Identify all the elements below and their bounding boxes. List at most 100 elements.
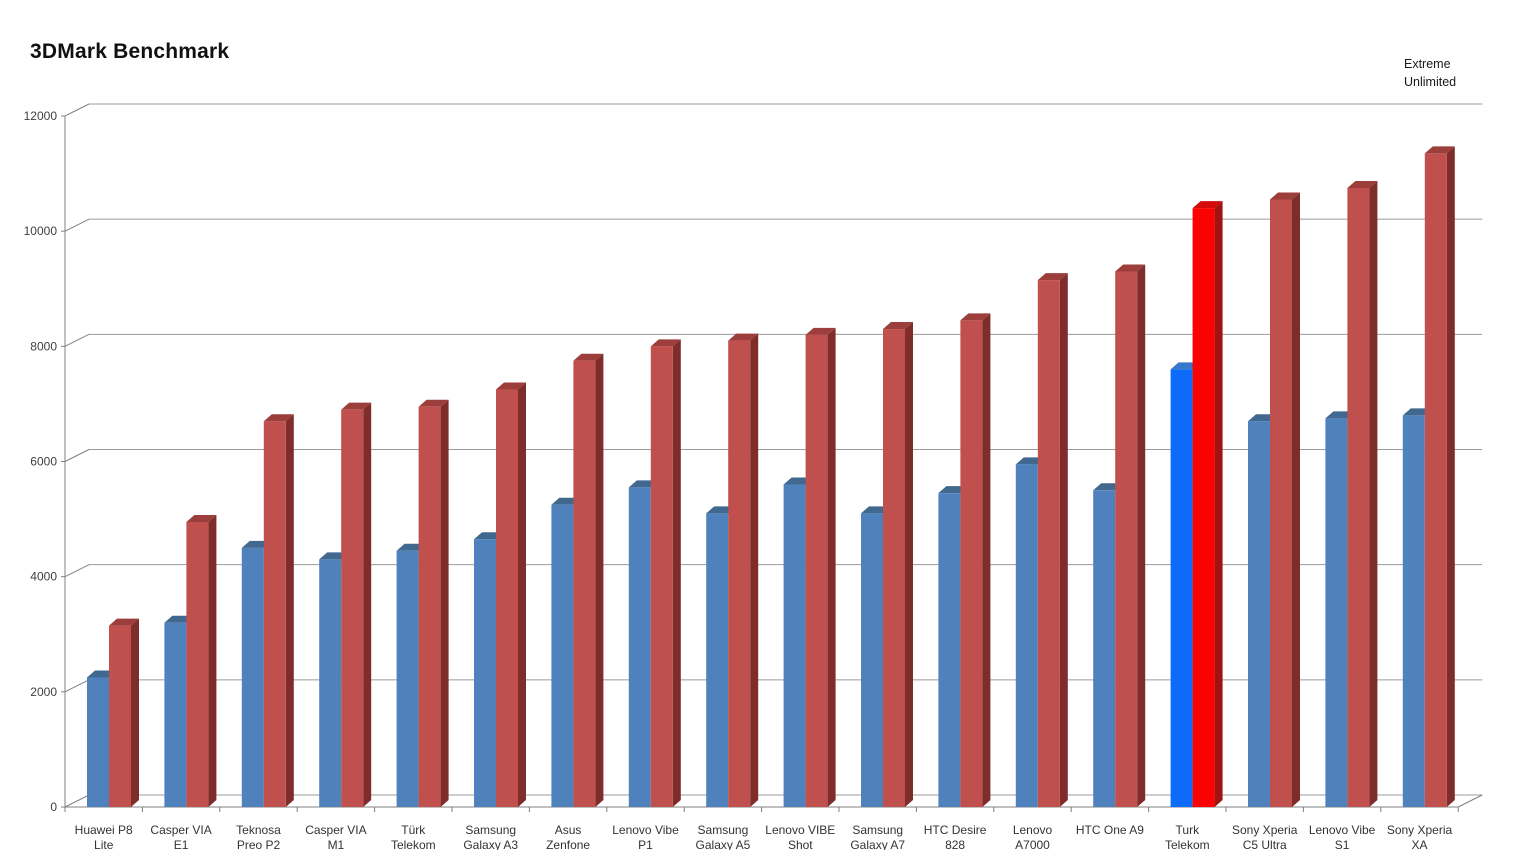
category-label-0: Huawei P8: [75, 823, 133, 837]
bar-unlimited-top-11: [960, 313, 991, 321]
bar-unlimited-side-4: [440, 399, 449, 807]
y-axis-label: 6000: [30, 455, 57, 469]
category-label-14: Telekom: [1165, 838, 1210, 850]
bar-unlimited-top-10: [883, 322, 913, 330]
category-label-11: 828: [945, 838, 965, 850]
bar-unlimited-1: [186, 521, 209, 807]
bar-extreme-0: [87, 677, 109, 807]
bar-unlimited-7: [650, 346, 673, 807]
bar-unlimited-side-5: [518, 382, 526, 807]
bar-unlimited-side-1: [208, 514, 217, 807]
bar-unlimited-5: [496, 389, 518, 807]
bar-unlimited-side-9: [827, 327, 836, 807]
bar-extreme-12: [1015, 464, 1038, 807]
bar-unlimited-top-15: [1270, 192, 1300, 200]
bar-extreme-8: [706, 513, 729, 807]
legend-item-extreme: Extreme: [1404, 57, 1451, 71]
bar-unlimited-9: [805, 334, 828, 807]
y-tick-connector: [64, 449, 90, 462]
bar-unlimited-12: [1037, 280, 1060, 807]
category-label-1: Casper VIA: [150, 823, 211, 837]
bar-unlimited-top-16: [1347, 180, 1378, 188]
category-label-10: Samsung: [852, 823, 903, 837]
bar-extreme-11: [938, 493, 961, 807]
category-label-17: Sony Xperia: [1387, 823, 1453, 837]
category-label-5: Galaxy A3: [463, 838, 518, 850]
category-label-16: S1: [1335, 838, 1350, 850]
y-axis-label: 10000: [24, 224, 58, 238]
category-label-10: Galaxy A7: [850, 838, 905, 850]
bar-unlimited-4: [418, 406, 441, 807]
bar-unlimited-16: [1347, 187, 1370, 807]
category-label-8: Galaxy A5: [696, 838, 751, 850]
category-label-12: Lenovo: [1013, 823, 1053, 837]
bar-unlimited-17: [1424, 153, 1447, 807]
category-label-2: Teknosa: [236, 823, 281, 837]
bar-unlimited-side-2: [285, 414, 294, 807]
y-tick-connector: [64, 218, 90, 232]
bar-extreme-10: [861, 513, 883, 807]
bar-extreme-5: [474, 539, 496, 807]
legend-item-unlimited: Unlimited: [1404, 75, 1457, 89]
category-label-4: Türk: [401, 823, 426, 837]
category-label-2: Preo P2: [237, 838, 281, 850]
category-label-6: Zenfone: [546, 838, 590, 850]
bar-unlimited-top-3: [341, 402, 372, 410]
y-tick-connector: [64, 679, 90, 693]
bar-unlimited-side-17: [1446, 146, 1455, 807]
bar-unlimited-side-14: [1214, 201, 1223, 808]
category-label-9: Shot: [788, 838, 813, 850]
y-axis-label: 8000: [30, 339, 57, 353]
category-label-11: HTC Desire: [924, 823, 987, 837]
bar-extreme-6: [551, 504, 574, 807]
bar-unlimited-side-10: [905, 322, 913, 807]
bar-extreme-15: [1248, 421, 1270, 807]
bar-extreme-9: [783, 484, 806, 807]
category-label-7: Lenovo Vibe: [612, 823, 679, 837]
bar-unlimited-top-6: [573, 353, 604, 361]
y-axis-label: 2000: [30, 685, 57, 699]
bar-unlimited-top-1: [186, 514, 217, 522]
bar-unlimited-top-14: [1192, 201, 1223, 209]
y-tick-connector: [64, 103, 90, 117]
y-tick-connector: [64, 794, 90, 808]
bar-unlimited-top-13: [1115, 264, 1146, 272]
category-label-12: A7000: [1015, 838, 1050, 850]
y-tick-connector: [64, 564, 90, 578]
bar-extreme-4: [396, 550, 419, 807]
bar-unlimited-3: [341, 409, 364, 807]
bar-unlimited-side-8: [750, 333, 759, 807]
legend: Extreme Unlimited: [1404, 55, 1456, 91]
bar-unlimited-top-2: [263, 414, 294, 422]
y-axis-label: 4000: [30, 570, 57, 584]
category-label-1: E1: [174, 838, 189, 850]
bar-unlimited-side-0: [131, 618, 139, 807]
bar-unlimited-top-12: [1037, 273, 1068, 281]
bar-unlimited-top-0: [109, 618, 139, 626]
floor-right-edge: [1457, 794, 1483, 808]
bar-unlimited-side-15: [1292, 192, 1300, 807]
bar-extreme-1: [164, 622, 187, 807]
category-label-15: C5 Ultra: [1243, 838, 1287, 850]
category-label-3: M1: [328, 838, 345, 850]
bar-unlimited-0: [109, 625, 131, 807]
bar-extreme-16: [1325, 418, 1348, 807]
bar-unlimited-10: [883, 329, 905, 807]
y-tick-connector: [64, 333, 90, 347]
bar-unlimited-side-7: [672, 339, 681, 807]
category-label-14: Turk: [1176, 823, 1201, 837]
category-label-0: Lite: [94, 838, 114, 850]
bar-unlimited-top-5: [496, 382, 526, 390]
category-label-17: XA: [1411, 838, 1427, 850]
bar-unlimited-side-6: [595, 353, 604, 807]
bar-unlimited-top-9: [805, 327, 836, 335]
bar-extreme-2: [241, 547, 264, 807]
bar-extreme-14: [1170, 369, 1193, 807]
bar-unlimited-side-12: [1059, 273, 1068, 807]
bar-unlimited-top-17: [1424, 146, 1455, 154]
bar-extreme-3: [319, 559, 342, 807]
category-label-15: Sony Xperia: [1232, 823, 1298, 837]
chart-title: 3DMark Benchmark: [30, 40, 230, 63]
